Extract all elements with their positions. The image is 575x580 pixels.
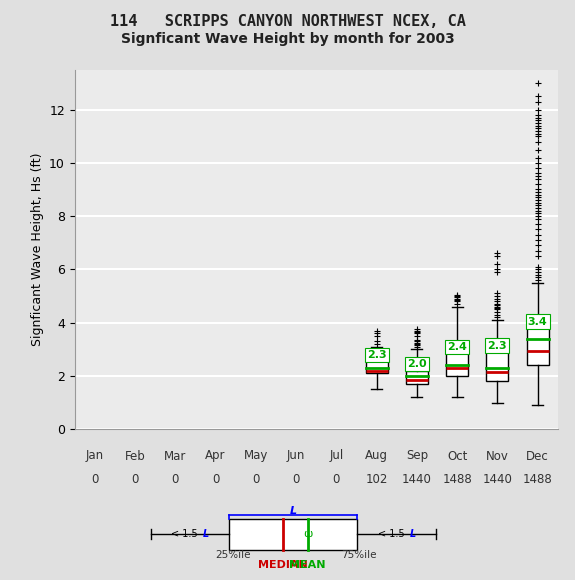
Text: 0: 0 [91,473,98,485]
Text: 2.0: 2.0 [407,359,427,369]
Text: Jun: Jun [287,450,305,462]
Text: 25%ile: 25%ile [215,550,250,560]
PathPatch shape [406,371,428,384]
Text: 114   SCRIPPS CANYON NORTHWEST NCEX, CA: 114 SCRIPPS CANYON NORTHWEST NCEX, CA [110,14,465,30]
Text: 1488: 1488 [442,473,472,485]
Text: 3.4: 3.4 [528,317,547,327]
Text: Apr: Apr [205,450,226,462]
Text: L: L [290,506,297,516]
Text: Jul: Jul [329,450,343,462]
Text: L: L [203,529,209,539]
Text: 102: 102 [366,473,388,485]
Text: 2.3: 2.3 [367,350,386,360]
Text: Mar: Mar [164,450,186,462]
Text: < 1.5: < 1.5 [378,529,408,539]
Text: Sep: Sep [406,450,428,462]
Text: May: May [244,450,268,462]
Text: Nov: Nov [486,450,509,462]
Text: 1440: 1440 [402,473,432,485]
Text: 0: 0 [212,473,219,485]
Text: 0: 0 [132,473,139,485]
Text: Jan: Jan [86,450,104,462]
Text: 2.4: 2.4 [447,342,467,352]
PathPatch shape [366,361,388,374]
Text: MEAN: MEAN [289,560,326,570]
Text: 0: 0 [333,473,340,485]
Text: MEDIAN: MEDIAN [258,560,308,570]
Text: 0: 0 [172,473,179,485]
Text: 2.3: 2.3 [488,340,507,351]
Y-axis label: Signficant Wave Height, Hs (ft): Signficant Wave Height, Hs (ft) [30,153,44,346]
PathPatch shape [486,352,508,381]
Text: Feb: Feb [125,450,145,462]
Text: Oct: Oct [447,450,467,462]
Text: 0: 0 [252,473,259,485]
Text: 1488: 1488 [523,473,553,485]
Text: Aug: Aug [365,450,388,462]
Text: < 1.5: < 1.5 [171,529,201,539]
Text: ω: ω [303,529,312,539]
Text: L: L [409,529,416,539]
Text: 0: 0 [293,473,300,485]
Text: Dec: Dec [526,450,549,462]
Text: 1440: 1440 [482,473,512,485]
Bar [229,519,358,550]
Text: 75%ile: 75%ile [342,550,377,560]
PathPatch shape [446,353,468,376]
Text: Signficant Wave Height by month for 2003: Signficant Wave Height by month for 2003 [121,32,454,46]
PathPatch shape [527,328,549,365]
